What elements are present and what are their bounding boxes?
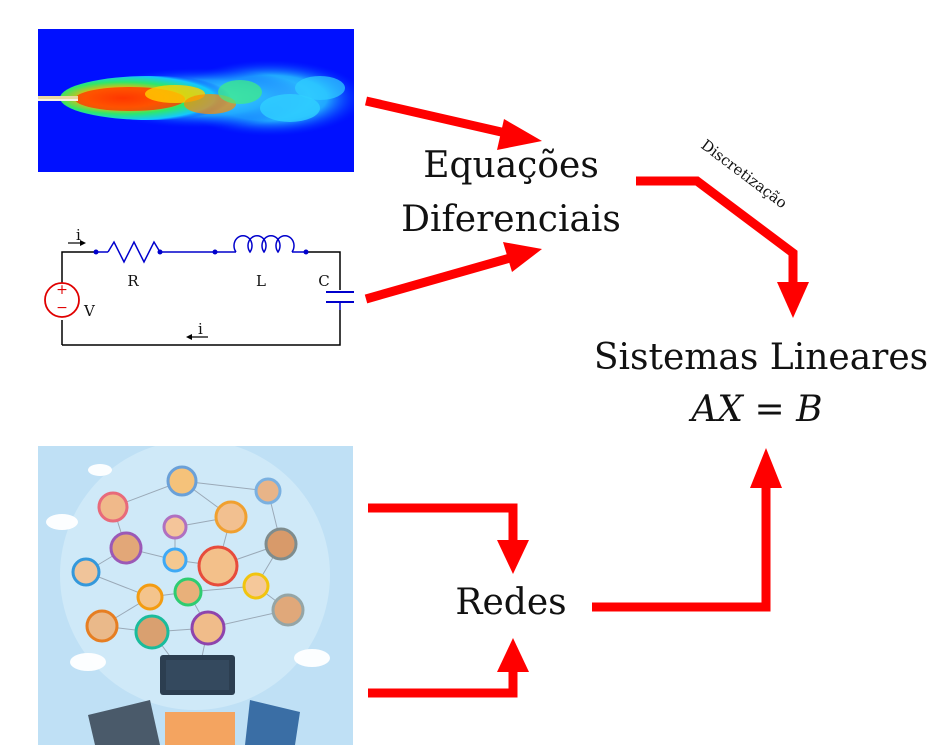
circuit-wire-bottom <box>62 310 341 346</box>
arrow-network-to-redes-top <box>368 503 529 574</box>
arrow-network-to-redes-bottom <box>368 638 529 698</box>
resistor-label: R <box>127 272 139 290</box>
current-label-bottom: i <box>198 320 203 338</box>
voltage-source-symbol: + − <box>44 282 80 318</box>
arrow-redes-to-systems <box>592 448 782 612</box>
current-arrow-bottom <box>186 334 208 340</box>
systems-title: Sistemas Lineares <box>594 337 928 378</box>
capacitor-label: C <box>318 272 329 290</box>
equations-title-line2: Diferenciais <box>401 199 621 240</box>
circuit-wire-right <box>306 251 341 290</box>
discretization-label: Discretização <box>698 136 791 212</box>
inductor-label: L <box>256 272 266 290</box>
current-arrow-top <box>68 240 86 246</box>
current-label-top: i <box>76 226 81 244</box>
arrow-circuit-to-equations <box>364 242 542 304</box>
rlc-circuit: + − i i R L C V <box>44 226 354 346</box>
arrow-equations-to-systems <box>636 176 809 318</box>
source-plus: + <box>56 282 68 298</box>
networks-title: Redes <box>455 582 566 623</box>
flow-simulation-image <box>38 29 354 172</box>
capacitor-symbol <box>326 291 354 310</box>
source-label: V <box>83 302 96 320</box>
arrow-flow-to-equations <box>364 96 542 150</box>
equations-title-line1: Equações <box>423 145 599 186</box>
resistor-symbol <box>107 240 161 264</box>
inductor-symbol <box>233 234 295 254</box>
source-minus: − <box>56 300 68 316</box>
network-illustration-image <box>38 446 353 745</box>
systems-equation: AX = B <box>688 389 822 430</box>
